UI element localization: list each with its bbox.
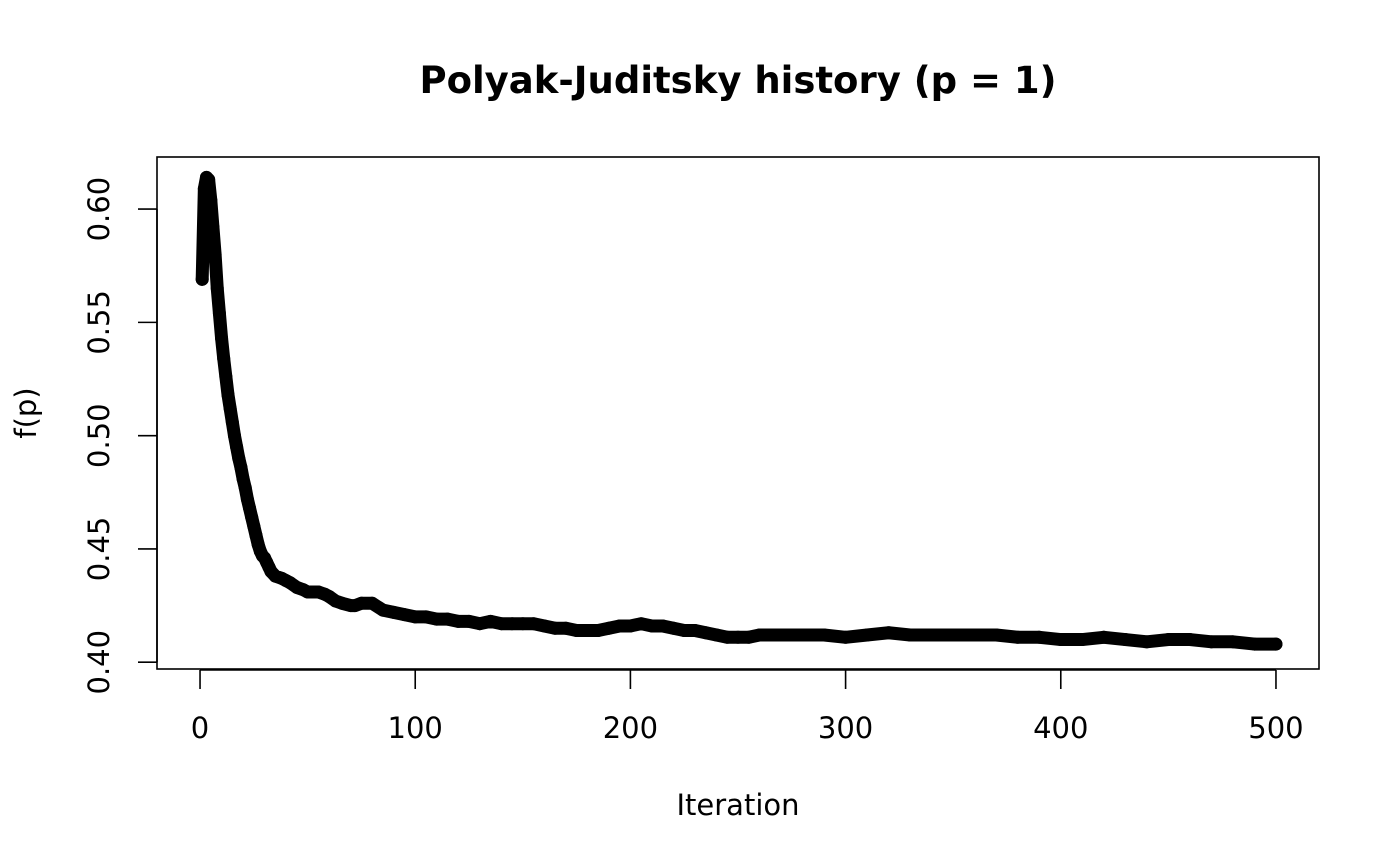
data-point: [946, 628, 960, 642]
data-point: [484, 614, 498, 628]
x-tick-label: 100: [388, 711, 443, 745]
data-point: [217, 352, 231, 366]
data-point: [677, 623, 691, 637]
data-point: [720, 630, 734, 644]
data-point: [225, 415, 239, 429]
data-point: [387, 605, 401, 619]
data-point: [860, 628, 874, 642]
data-point: [223, 401, 237, 415]
data-point: [968, 628, 982, 642]
data-point: [227, 429, 241, 443]
y-tick-label: 0.60: [82, 177, 116, 242]
data-point: [903, 628, 917, 642]
data-point: [1247, 637, 1261, 651]
data-point: [1161, 633, 1175, 647]
x-axis-label: Iteration: [676, 788, 799, 822]
data-point: [1269, 637, 1283, 651]
data-point: [774, 628, 788, 642]
data-point: [1097, 630, 1111, 644]
data-point: [742, 630, 756, 644]
data-point: [1140, 635, 1154, 649]
data-point: [570, 623, 584, 637]
data-point: [206, 220, 220, 234]
y-tick-label: 0.40: [82, 630, 116, 695]
data-point: [613, 619, 627, 633]
data-point: [354, 596, 368, 610]
x-tick-label: 200: [603, 711, 658, 745]
data-point: [623, 619, 637, 633]
data-point: [527, 617, 541, 631]
data-point: [537, 619, 551, 633]
y-tick-label: 0.50: [82, 403, 116, 468]
data-point: [208, 247, 222, 261]
data-point: [839, 630, 853, 644]
y-tick-label: 0.45: [82, 517, 116, 582]
data-point: [516, 617, 530, 631]
data-point: [1226, 635, 1240, 649]
data-point: [559, 621, 573, 635]
data-point: [989, 628, 1003, 642]
x-axis: 0 100 200 300 400 500: [191, 669, 1304, 745]
data-point: [221, 388, 235, 402]
data-point: [419, 610, 433, 624]
data-point: [709, 628, 723, 642]
data-point: [494, 617, 508, 631]
data-point: [397, 608, 411, 622]
data-point: [1183, 633, 1197, 647]
data-point: [210, 281, 224, 295]
data-point: [817, 628, 831, 642]
x-tick-label: 300: [818, 711, 873, 745]
chart-title: Polyak-Juditsky history (p = 1): [419, 59, 1056, 102]
data-point: [753, 628, 767, 642]
data-point: [666, 621, 680, 635]
data-point: [699, 626, 713, 640]
data-point: [195, 272, 209, 286]
data-point: [230, 440, 244, 454]
y-tick-label: 0.55: [82, 290, 116, 355]
data-point: [1032, 630, 1046, 644]
data-point: [1118, 633, 1132, 647]
data-point: [376, 603, 390, 617]
data-point: [796, 628, 810, 642]
data-point: [925, 628, 939, 642]
data-point: [656, 619, 670, 633]
data-point: [731, 630, 745, 644]
data-point: [591, 623, 605, 637]
data-series: [195, 170, 1283, 651]
data-point: [602, 621, 616, 635]
data-point: [473, 617, 487, 631]
data-point: [548, 621, 562, 635]
data-point: [204, 193, 218, 207]
data-point: [430, 612, 444, 626]
data-point: [882, 626, 896, 640]
x-tick-label: 400: [1033, 711, 1088, 745]
data-point: [215, 331, 229, 345]
series-point-band: [195, 170, 1283, 651]
data-point: [1054, 633, 1068, 647]
data-point: [408, 610, 422, 624]
x-tick-label: 0: [191, 711, 209, 745]
data-point: [580, 623, 594, 637]
data-point: [1075, 633, 1089, 647]
data-point: [451, 614, 465, 628]
y-axis-label: f(p): [9, 387, 43, 438]
data-point: [441, 612, 454, 626]
data-point: [219, 370, 233, 384]
data-point: [634, 617, 648, 631]
data-point: [1204, 635, 1218, 649]
data-point: [365, 596, 379, 610]
data-point: [238, 481, 252, 495]
x-tick-label: 500: [1248, 711, 1303, 745]
y-axis: 0.40 0.45 0.50 0.55 0.60: [82, 177, 158, 695]
data-point: [645, 619, 659, 633]
data-point: [462, 614, 476, 628]
data-point: [1011, 630, 1025, 644]
data-point: [202, 173, 216, 187]
data-point: [212, 306, 226, 320]
data-point: [234, 460, 248, 474]
data-point: [688, 623, 702, 637]
data-point: [505, 617, 519, 631]
